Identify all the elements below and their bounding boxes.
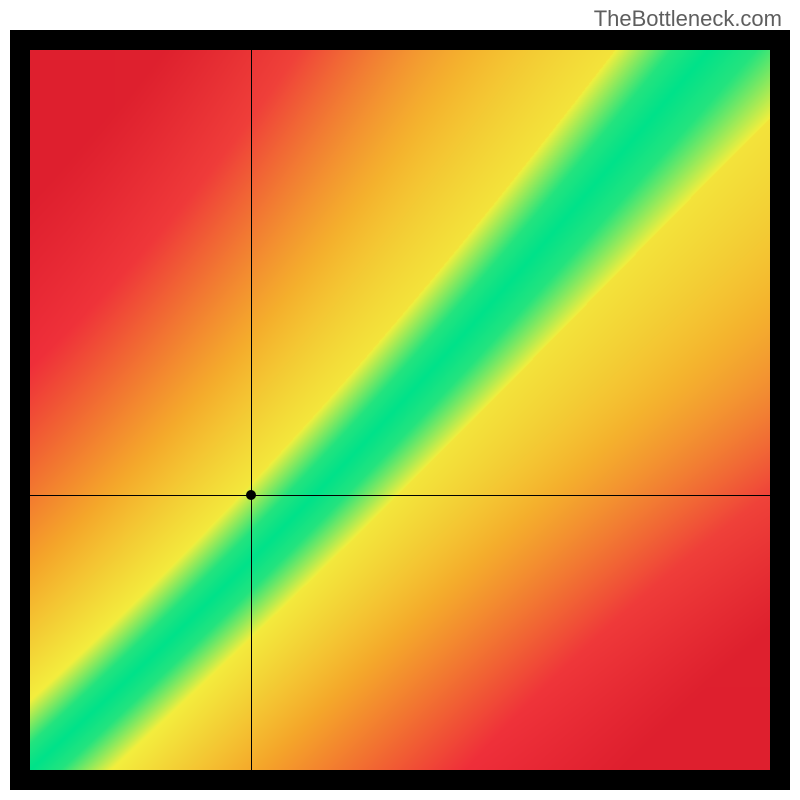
chart-outer-frame [10, 30, 790, 790]
heatmap-plot-area [30, 50, 770, 770]
crosshair-horizontal-line [30, 495, 770, 496]
watermark-text: TheBottleneck.com [594, 6, 782, 32]
crosshair-marker-dot [246, 490, 256, 500]
crosshair-vertical-line [251, 50, 252, 770]
heatmap-canvas [30, 50, 770, 770]
